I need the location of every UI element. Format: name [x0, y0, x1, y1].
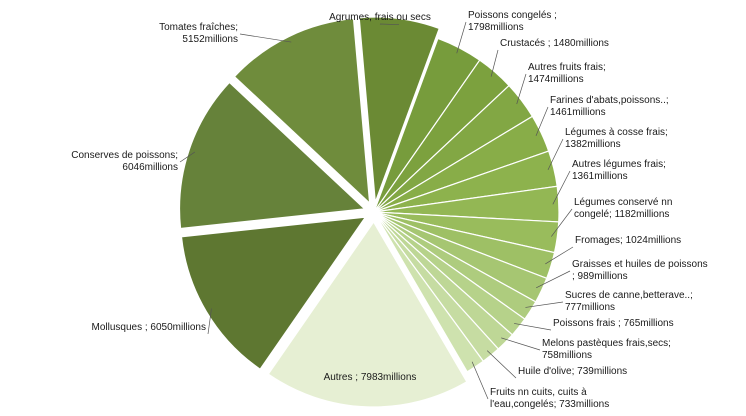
slice-label-9: Graisses et huiles de poissons; 989milli…: [572, 259, 708, 282]
pie-slice-14: [373, 211, 485, 373]
leader-line-13: [486, 350, 517, 379]
slice-label-8: Fromages; 1024millions: [575, 235, 681, 246]
slice-label-4: Farines d'abats,poissons..; 1461millions: [550, 95, 669, 118]
leader-line-2: [490, 49, 499, 77]
leader-line-10: [525, 301, 564, 308]
slice-label-0: Agrumes, frais ou secs: [329, 12, 431, 23]
slice-label-7: Légumes conservé nn congelé; 1182millions: [574, 197, 672, 220]
leader-line-12: [501, 337, 541, 351]
slice-label-2: Crustacés ; 1480millions: [500, 38, 609, 49]
leader-line-6: [552, 170, 571, 205]
slice-label-17: Conserves de poissons; 6046millions: [71, 150, 178, 173]
slice-label-5: Légumes à cosse frais; 1382millions: [565, 127, 668, 150]
leader-line-11: [514, 323, 552, 331]
pie-slice-0: [358, 16, 441, 203]
leader-line-7: [551, 208, 573, 237]
pie-slices: [178, 16, 560, 408]
leader-line-14: [471, 361, 489, 400]
slice-label-15: Autres ; 7983millions: [324, 372, 417, 383]
leader-line-18: [239, 33, 292, 43]
pie-slice-17: [178, 81, 366, 230]
slice-label-12: Melons pastèques frais,secs; 758millions: [542, 338, 671, 361]
pie-slice-15: [267, 220, 468, 408]
pie-slice-18: [233, 18, 371, 205]
slice-label-14: Fruits nn cuits, cuits à l'eau,congelés; …: [490, 387, 609, 410]
leader-line-17: [179, 151, 195, 163]
leader-line-5: [547, 138, 564, 171]
slice-label-18: Tomates fraîches; 5152millions: [159, 22, 238, 45]
slice-label-16: Mollusques ; 6050millions: [91, 322, 206, 333]
pie-slice-16: [180, 216, 367, 371]
leader-line-4: [535, 106, 549, 136]
slice-label-13: Huile d'olive; 739millions: [518, 366, 627, 377]
leader-line-3: [516, 73, 527, 105]
slice-label-3: Autres fruits frais; 1474millions: [528, 62, 606, 85]
slice-label-6: Autres légumes frais; 1361millions: [572, 159, 666, 182]
slice-label-1: Poissons congelés ; 1798millions: [468, 10, 557, 33]
leader-line-16: [207, 308, 212, 335]
leader-line-8: [545, 246, 574, 265]
leader-line-1: [456, 21, 467, 54]
leader-lines: [179, 21, 574, 400]
slice-label-10: Sucres de canne,betterave..; 777millions: [565, 290, 693, 313]
leader-line-0: [379, 23, 400, 26]
slice-label-11: Poissons frais ; 765millions: [553, 318, 674, 329]
leader-line-9: [536, 270, 571, 289]
slice-labels: Agrumes, frais ou secs Poissons congelés …: [71, 10, 707, 410]
